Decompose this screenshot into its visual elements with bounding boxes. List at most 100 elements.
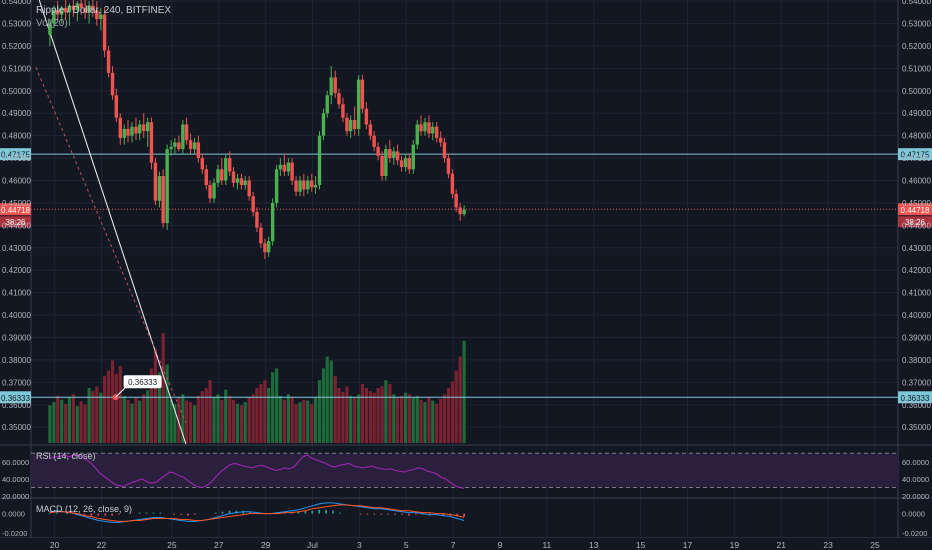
x-tick-label: Jul: [307, 540, 318, 550]
price-tag-label: 0.47175: [1, 151, 30, 160]
candle-body: [399, 160, 404, 168]
x-tick-label: 25: [167, 540, 177, 550]
candle-body: [63, 7, 68, 13]
candle: [91, 0, 95, 17]
candle-body: [341, 104, 345, 118]
signal-line: [49, 504, 465, 522]
macd-tick-left: -0.0200: [2, 529, 27, 538]
candle-body: [266, 241, 271, 253]
candle-body: [259, 227, 263, 244]
candle-body: [99, 14, 103, 20]
volume-bar: [392, 394, 396, 443]
macd-tick-right: -0.0200: [902, 529, 927, 538]
candle-body: [255, 211, 259, 228]
candle-body: [306, 180, 310, 190]
price-tag: [0, 148, 31, 161]
volume-bar: [110, 360, 115, 443]
volume-bar: [286, 394, 290, 443]
candle: [419, 115, 423, 136]
candle: [177, 135, 181, 152]
candle-body: [48, 23, 52, 35]
candle-body: [67, 5, 72, 13]
y-tick-label-right: 0.41000: [902, 289, 931, 298]
candle-body: [298, 180, 302, 192]
volume-bar: [376, 388, 380, 443]
volume-bar: [302, 399, 306, 443]
candle: [438, 131, 443, 147]
callout-pointer: [115, 386, 126, 398]
candle: [259, 223, 263, 248]
y-tick-label-left: 0.35000: [2, 423, 31, 432]
candle: [153, 158, 158, 206]
candle-body: [372, 135, 376, 147]
volume-bar: [91, 391, 95, 443]
x-tick-label: 5: [404, 540, 409, 550]
volume-bar: [75, 406, 79, 443]
candle: [235, 173, 240, 190]
volume-bar: [364, 388, 368, 443]
rsi-tick-left: 40.0000: [2, 475, 29, 484]
candle-body: [458, 207, 462, 215]
y-tick-label-right: 0.51000: [902, 64, 931, 73]
volume-bar: [419, 399, 423, 443]
price-tag: [0, 391, 31, 404]
candle-body: [200, 158, 205, 170]
rsi-tick-right: 20.0000: [902, 492, 929, 501]
candle-body: [388, 149, 392, 159]
price-tag: [898, 148, 932, 161]
candle: [423, 117, 427, 136]
y-tick-label-right: 0.35000: [902, 423, 931, 432]
candle-body: [450, 173, 455, 194]
candle-body: [165, 149, 169, 224]
candle: [462, 205, 466, 217]
volume-bar: [442, 394, 447, 443]
volume-bar: [64, 403, 68, 443]
candle-body: [212, 182, 216, 199]
y-tick-label-left: 0.43000: [2, 244, 31, 253]
volume-bar: [380, 386, 384, 443]
candle: [247, 176, 251, 201]
candle-body: [122, 128, 126, 138]
volume-bar: [99, 392, 103, 443]
candle-body: [329, 77, 333, 96]
candle-body: [75, 3, 80, 11]
y-tick-label-left: 0.54000: [2, 0, 31, 6]
volume-bar: [122, 395, 126, 443]
trend-line: [38, 0, 187, 445]
y-tick-label-left: 0.48000: [2, 132, 31, 141]
candle: [63, 0, 68, 20]
candle-body: [243, 180, 247, 185]
candle: [270, 198, 275, 246]
candle: [392, 146, 396, 165]
callout-label: 0.36333: [128, 378, 157, 387]
candle: [192, 137, 197, 154]
candle: [71, 0, 76, 17]
volume-bar: [407, 394, 411, 443]
volume-bar: [411, 397, 415, 443]
candle-body: [462, 209, 466, 215]
candle-body: [376, 146, 380, 156]
volume-bar: [71, 394, 75, 443]
y-tick-label-right: 0.40000: [902, 311, 931, 320]
volume-bar: [114, 373, 118, 443]
y-tick-label-right: 0.38000: [902, 356, 931, 365]
rsi-tick-right: 60.0000: [902, 458, 929, 467]
volume-bar: [161, 333, 165, 443]
time-axis: [0, 538, 932, 550]
candle: [75, 1, 80, 22]
rsi-tick-right: 40.0000: [902, 475, 929, 484]
candle: [169, 140, 173, 156]
price-tag: [898, 391, 932, 404]
dashed-trend-line: [35, 67, 187, 423]
candle-body: [106, 50, 111, 73]
volume-bar: [341, 391, 345, 443]
candle-body: [348, 119, 353, 132]
candle-body: [392, 151, 396, 159]
candle-body: [321, 113, 326, 136]
volume-bar: [192, 405, 197, 443]
candle: [188, 133, 193, 154]
candle-body: [71, 5, 76, 11]
volume-bar: [208, 380, 212, 443]
volume-bar: [118, 366, 122, 443]
